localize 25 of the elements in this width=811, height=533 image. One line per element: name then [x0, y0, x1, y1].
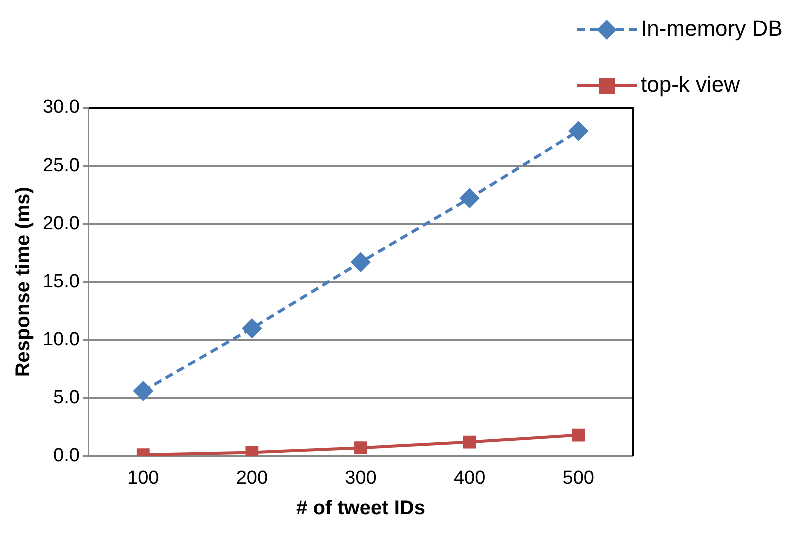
- y-axis-title: Response time (ms): [12, 187, 35, 378]
- legend-label: top-k view: [641, 72, 740, 98]
- point: [463, 436, 476, 449]
- x-tick-label: 300: [345, 468, 377, 489]
- point: [572, 428, 586, 442]
- y-tick-label: 15.0: [42, 271, 80, 292]
- y-tick-label: 25.0: [42, 155, 80, 176]
- y-tick-label: 20.0: [42, 213, 80, 234]
- y-tick-label: 30.0: [42, 97, 80, 118]
- point: [242, 319, 262, 338]
- x-tick-label: 100: [128, 468, 160, 489]
- point: [351, 252, 370, 272]
- x-tick-label: 500: [562, 468, 594, 489]
- point: [460, 189, 480, 208]
- y-tick-label: 0.0: [54, 445, 80, 466]
- point: [134, 382, 153, 401]
- point: [246, 446, 259, 456]
- point: [354, 442, 368, 455]
- legend-label: In-memory DB: [641, 16, 783, 42]
- y-tick-label: 10.0: [42, 329, 80, 350]
- y-tick-label: 5.0: [54, 387, 80, 408]
- x-axis-title: # of tweet IDs: [296, 498, 426, 520]
- point: [569, 122, 588, 141]
- x-tick-label: 200: [236, 468, 268, 489]
- x-tick-label: 400: [454, 468, 486, 489]
